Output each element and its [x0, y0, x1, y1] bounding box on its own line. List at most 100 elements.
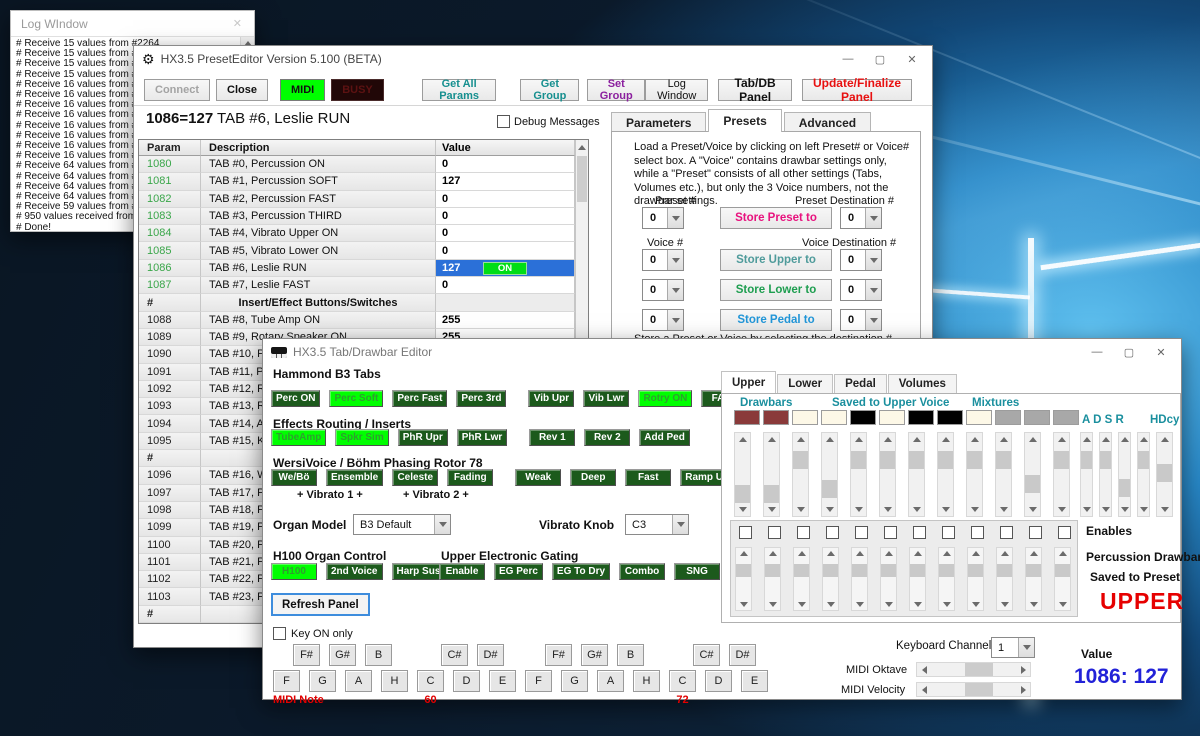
- drawbar-slider[interactable]: [792, 432, 809, 517]
- description-cell[interactable]: TAB #2, Percussion FAST: [201, 190, 436, 208]
- slider-up-button[interactable]: [1026, 548, 1041, 559]
- slider-down-button[interactable]: [851, 503, 866, 516]
- store-preset-button[interactable]: Store Preset to: [720, 207, 832, 229]
- description-cell[interactable]: TAB #6, Leslie RUN: [201, 259, 436, 278]
- slider-track[interactable]: [794, 559, 809, 599]
- slider-up-button[interactable]: [1054, 433, 1069, 446]
- param-cell[interactable]: 1089: [139, 328, 201, 347]
- slider-track[interactable]: [909, 446, 924, 503]
- slider-thumb[interactable]: [765, 563, 780, 577]
- param-cell[interactable]: 1085: [139, 242, 201, 260]
- slider-up-button[interactable]: [996, 433, 1011, 446]
- percussion-slider[interactable]: [1025, 547, 1042, 611]
- slider-thumb[interactable]: [938, 450, 953, 469]
- minimize-icon[interactable]: —: [1091, 346, 1103, 358]
- tab[interactable]: Presets: [708, 109, 782, 132]
- wersivoice-button[interactable]: Ramp Up: [680, 469, 735, 486]
- chevron-down-icon[interactable]: [667, 208, 683, 228]
- param-cell[interactable]: 1082: [139, 190, 201, 208]
- slider-track[interactable]: [967, 446, 982, 503]
- slider-track[interactable]: [881, 559, 896, 599]
- upper-voice-select[interactable]: 0: [642, 249, 684, 271]
- drawbar-slider[interactable]: [937, 432, 954, 517]
- slider-up-button[interactable]: [880, 433, 895, 446]
- param-cell[interactable]: #: [139, 294, 201, 312]
- set-group-button[interactable]: Set Group: [587, 78, 646, 102]
- value-cell[interactable]: 0: [436, 207, 575, 226]
- sharp-key[interactable]: B: [617, 644, 644, 666]
- param-cell[interactable]: 1081: [139, 173, 201, 191]
- slider-track[interactable]: [1081, 446, 1092, 503]
- slider-track[interactable]: [1157, 446, 1172, 503]
- scroll-right-icon[interactable]: [1016, 683, 1030, 696]
- connect-button[interactable]: Connect: [144, 79, 210, 101]
- slider-track[interactable]: [823, 559, 838, 599]
- table-row[interactable]: 1080 TAB #0, Percussion ON 0: [139, 156, 575, 174]
- value-cell[interactable]: 255: [436, 311, 575, 329]
- slider-thumb[interactable]: [880, 450, 895, 469]
- enable-checkbox[interactable]: [1058, 526, 1071, 539]
- percussion-slider[interactable]: [793, 547, 810, 611]
- enable-checkbox[interactable]: [797, 526, 810, 539]
- slider-track[interactable]: [1100, 446, 1111, 503]
- refresh-panel-button[interactable]: Refresh Panel: [271, 593, 370, 616]
- drawbar-slider[interactable]: [763, 432, 780, 517]
- description-cell[interactable]: TAB #7, Leslie FAST: [201, 277, 436, 295]
- value-cell[interactable]: 0: [436, 156, 575, 174]
- slider-thumb[interactable]: [794, 563, 809, 577]
- slider-down-button[interactable]: [938, 503, 953, 516]
- tab[interactable]: Volumes: [887, 374, 957, 393]
- gating-button[interactable]: Combo: [619, 563, 666, 580]
- adsr-slider[interactable]: [1080, 432, 1093, 517]
- slider-down-button[interactable]: [1138, 503, 1149, 516]
- get-all-params-button[interactable]: Get All Params: [421, 78, 497, 102]
- log-window-titlebar[interactable]: Log WIndow ✕: [11, 11, 254, 37]
- value-cell[interactable]: 0: [436, 225, 575, 243]
- slider-down-button[interactable]: [1119, 503, 1130, 516]
- slider-track[interactable]: [735, 446, 750, 503]
- h100-button[interactable]: H100: [271, 563, 317, 580]
- slider-up-button[interactable]: [881, 548, 896, 559]
- enable-checkbox[interactable]: [1029, 526, 1042, 539]
- param-cell[interactable]: #: [139, 605, 201, 624]
- slider-thumb[interactable]: [1119, 479, 1130, 498]
- slider-track[interactable]: [938, 446, 953, 503]
- slider-track[interactable]: [996, 446, 1011, 503]
- slider-track[interactable]: [968, 559, 983, 599]
- slider-down-button[interactable]: [997, 599, 1012, 610]
- percussion-slider[interactable]: [1054, 547, 1071, 611]
- tab[interactable]: Pedal: [834, 374, 887, 393]
- slider-track[interactable]: [939, 559, 954, 599]
- sharp-key[interactable]: C#: [693, 644, 720, 666]
- slider-track[interactable]: [793, 446, 808, 503]
- lower-destination-select[interactable]: 0: [840, 279, 882, 301]
- param-cell[interactable]: 1095: [139, 432, 201, 451]
- sharp-key[interactable]: D#: [477, 644, 504, 666]
- slider-track[interactable]: [1138, 446, 1149, 503]
- wersivoice-button[interactable]: We/Bö: [271, 469, 317, 486]
- slider-thumb[interactable]: [736, 563, 751, 577]
- effect-button[interactable]: TubeAmp: [271, 429, 327, 446]
- enable-checkbox[interactable]: [855, 526, 868, 539]
- enable-checkbox[interactable]: [826, 526, 839, 539]
- slider-thumb[interactable]: [909, 450, 924, 469]
- slider-thumb[interactable]: [823, 563, 838, 577]
- slider-thumb[interactable]: [939, 563, 954, 577]
- slider-thumb[interactable]: [1157, 464, 1172, 483]
- param-cell[interactable]: 1093: [139, 398, 201, 416]
- pedal-voice-select[interactable]: 0: [642, 309, 684, 331]
- organ-model-select[interactable]: B3 Default: [353, 514, 451, 535]
- scrollbar-thumb[interactable]: [577, 156, 587, 202]
- checkbox-icon[interactable]: [497, 115, 510, 128]
- drawbar-slider[interactable]: [821, 432, 838, 517]
- chevron-down-icon[interactable]: [865, 250, 881, 270]
- slider-thumb[interactable]: [1081, 450, 1092, 469]
- percussion-slider[interactable]: [996, 547, 1013, 611]
- enable-checkbox[interactable]: [971, 526, 984, 539]
- scroll-left-icon[interactable]: [917, 663, 931, 676]
- slider-down-button[interactable]: [765, 599, 780, 610]
- slider-thumb[interactable]: [851, 450, 866, 469]
- natural-key[interactable]: G: [561, 670, 588, 692]
- param-cell[interactable]: 1091: [139, 363, 201, 381]
- param-cell[interactable]: #: [139, 450, 201, 468]
